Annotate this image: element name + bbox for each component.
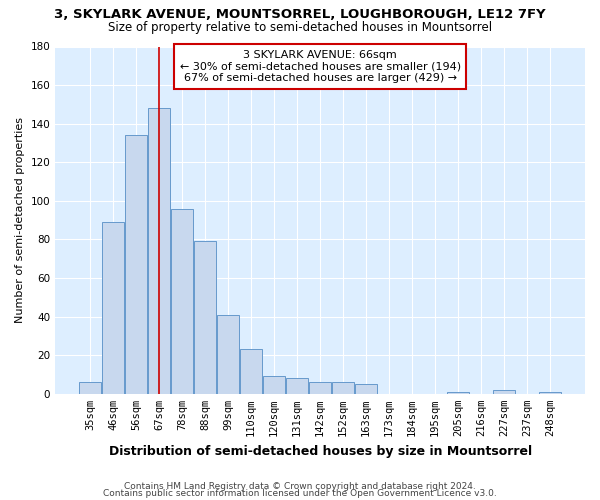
Bar [125, 136, 147, 394]
Bar [286, 378, 308, 394]
Y-axis label: Number of semi-detached properties: Number of semi-detached properties [15, 117, 25, 323]
Bar [332, 382, 354, 394]
Bar [539, 392, 561, 394]
Bar [79, 382, 101, 394]
Text: Size of property relative to semi-detached houses in Mountsorrel: Size of property relative to semi-detach… [108, 21, 492, 34]
Bar [447, 392, 469, 394]
Bar [148, 108, 170, 394]
Text: Contains HM Land Registry data © Crown copyright and database right 2024.: Contains HM Land Registry data © Crown c… [124, 482, 476, 491]
Bar [102, 222, 124, 394]
Bar [355, 384, 377, 394]
Bar [171, 208, 193, 394]
Bar [309, 382, 331, 394]
Bar [263, 376, 285, 394]
Text: 3 SKYLARK AVENUE: 66sqm
← 30% of semi-detached houses are smaller (194)
67% of s: 3 SKYLARK AVENUE: 66sqm ← 30% of semi-de… [179, 50, 461, 83]
Text: 3, SKYLARK AVENUE, MOUNTSORREL, LOUGHBOROUGH, LE12 7FY: 3, SKYLARK AVENUE, MOUNTSORREL, LOUGHBOR… [54, 8, 546, 20]
Bar [217, 314, 239, 394]
Bar [493, 390, 515, 394]
X-axis label: Distribution of semi-detached houses by size in Mountsorrel: Distribution of semi-detached houses by … [109, 444, 532, 458]
Bar [194, 242, 216, 394]
Bar [240, 350, 262, 394]
Text: Contains public sector information licensed under the Open Government Licence v3: Contains public sector information licen… [103, 489, 497, 498]
